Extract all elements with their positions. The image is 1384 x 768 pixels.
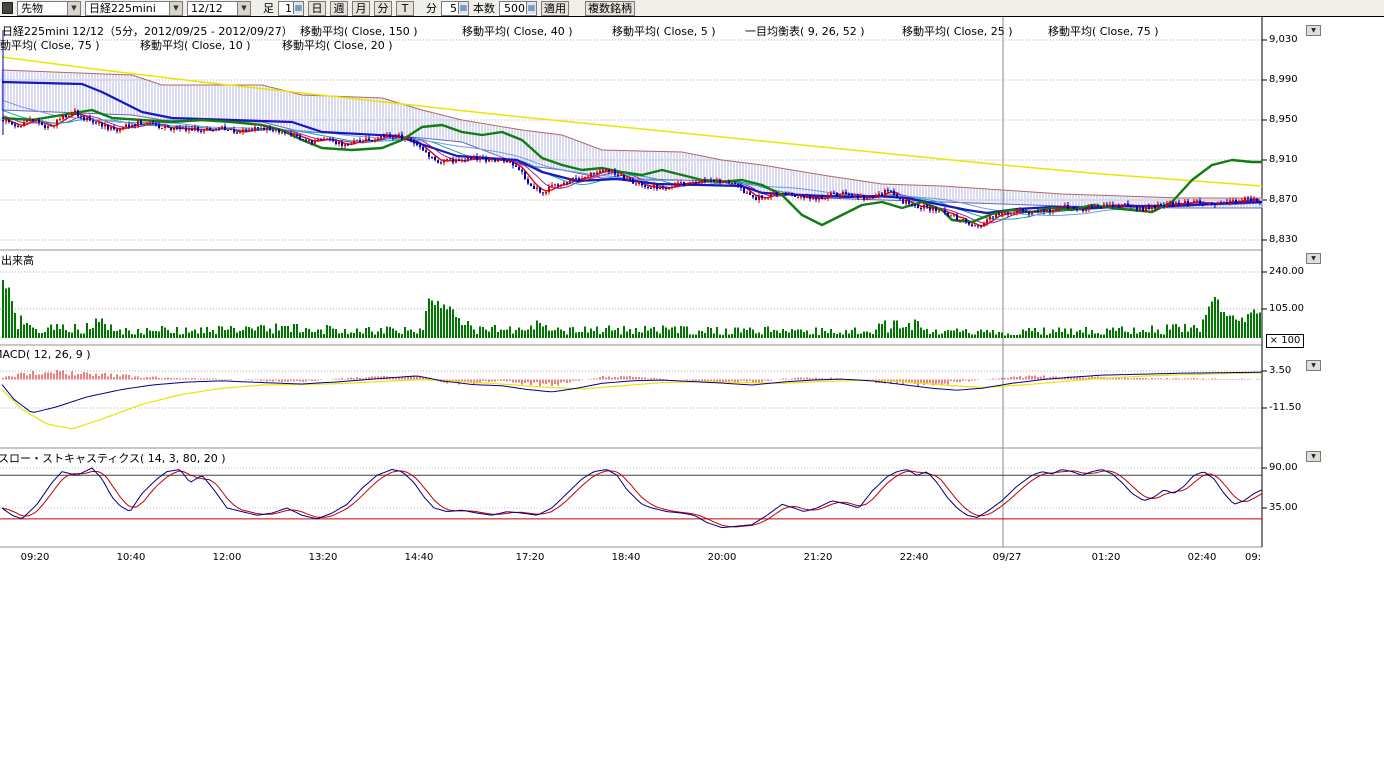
chevron-down-icon: ▼ xyxy=(237,2,250,15)
input-dropdown-icon[interactable]: ▦ xyxy=(293,2,303,14)
minute-label: 分 xyxy=(426,0,437,16)
period-day-button[interactable]: 日 xyxy=(308,1,326,16)
apply-button[interactable]: 適用 xyxy=(541,1,569,16)
bar-count-label: 本数 xyxy=(473,0,495,16)
macd-lines xyxy=(2,372,1262,428)
bar-count-input[interactable] xyxy=(500,2,526,15)
stoch-pane-menu-button[interactable]: ▼ xyxy=(1306,451,1321,462)
minute-value-input[interactable] xyxy=(442,2,458,15)
minute-value-spin[interactable]: ▦ xyxy=(441,1,469,16)
input-dropdown-icon[interactable]: ▦ xyxy=(526,2,536,14)
period-month-button[interactable]: 月 xyxy=(352,1,370,16)
period-minute-button[interactable]: 分 xyxy=(374,1,392,16)
stochastics-pane xyxy=(0,468,1262,528)
multi-symbol-button[interactable]: 複数銘柄 xyxy=(585,1,635,16)
period-week-button[interactable]: 週 xyxy=(330,1,348,16)
macd-line xyxy=(2,372,1262,412)
bar-interval-spin[interactable]: ▦ xyxy=(278,1,304,16)
macd-pane-menu-button[interactable]: ▼ xyxy=(1306,360,1321,371)
grid-lines xyxy=(0,17,1267,547)
input-dropdown-icon[interactable]: ▦ xyxy=(458,2,468,14)
macd-histogram xyxy=(3,370,1260,386)
bar-count-spin[interactable]: ▦ xyxy=(499,1,537,16)
bar-type-label: 足 xyxy=(263,0,274,16)
chevron-down-icon: ▼ xyxy=(67,2,80,15)
volume-pane-menu-button[interactable]: ▼ xyxy=(1306,253,1321,264)
symbol-select[interactable]: 日経225mini ▼ xyxy=(85,1,183,16)
toolbar: 先物 ▼ 日経225mini ▼ 12/12 ▼ 足 ▦ 日 週 月 分 T 分… xyxy=(0,0,1384,17)
price-pane-menu-button[interactable]: ▼ xyxy=(1306,25,1321,36)
instrument-type-select[interactable]: 先物 ▼ xyxy=(17,1,81,16)
symbol-value: 日経225mini xyxy=(86,0,169,16)
ichimoku-cloud xyxy=(2,70,1262,208)
bar-interval-input[interactable] xyxy=(279,2,293,15)
instrument-type-value: 先物 xyxy=(18,0,67,16)
contract-month-select[interactable]: 12/12 ▼ xyxy=(187,1,251,16)
contract-month-value: 12/12 xyxy=(188,2,237,15)
app-icon xyxy=(2,2,13,14)
chevron-down-icon: ▼ xyxy=(169,2,182,15)
chart-canvas[interactable] xyxy=(0,0,1384,768)
period-tick-button[interactable]: T xyxy=(396,1,414,16)
